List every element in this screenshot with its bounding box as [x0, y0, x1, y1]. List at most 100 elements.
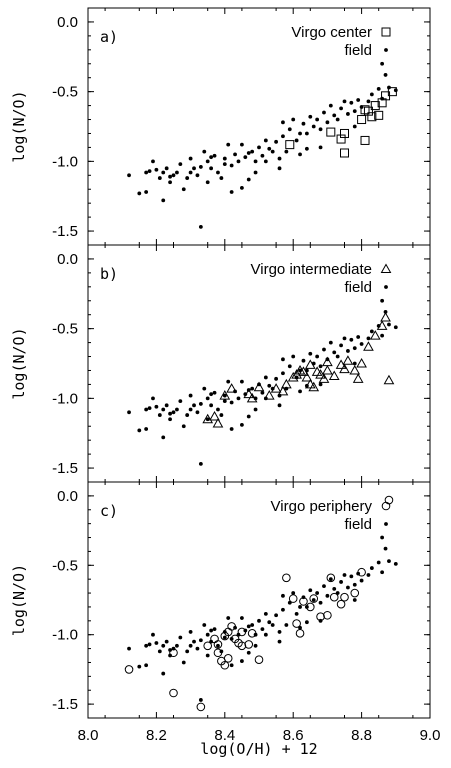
data-point-field [298, 131, 302, 136]
data-point-field [349, 100, 354, 105]
data-point-field [192, 166, 196, 171]
data-point-field [209, 628, 214, 633]
data-point-field [171, 173, 176, 178]
data-point-virgo [202, 413, 214, 424]
data-point-field [240, 142, 244, 147]
data-point-field [216, 170, 220, 175]
data-point-field [298, 605, 302, 609]
data-point-field [161, 407, 166, 412]
data-point-field [127, 410, 131, 415]
panel-label: b) [100, 265, 118, 283]
data-point-field [315, 591, 320, 595]
data-point-virgo [212, 417, 224, 428]
data-point-virgo [124, 665, 134, 674]
data-point-field [240, 659, 244, 663]
data-point-virgo [226, 383, 237, 393]
data-point-virgo [237, 627, 247, 637]
y-tick-label: -1.0 [52, 390, 78, 407]
data-point-field [188, 156, 193, 161]
legend-label: field [344, 279, 372, 296]
data-point-virgo [357, 115, 367, 125]
data-point-field [263, 159, 268, 164]
data-point-field [301, 358, 306, 363]
data-point-virgo [383, 374, 395, 385]
data-point-field [342, 99, 347, 104]
data-point-field [352, 109, 357, 114]
legend-label: field [344, 42, 372, 59]
data-point-field [222, 635, 227, 640]
data-point-virgo [350, 588, 360, 598]
data-point-field [157, 176, 162, 180]
data-point-field [246, 650, 251, 655]
data-point-field [291, 117, 296, 122]
data-point-field [181, 424, 186, 429]
data-point-field [356, 335, 361, 339]
data-point-field [332, 586, 337, 591]
data-point-field [226, 142, 231, 147]
data-point-field [181, 660, 186, 665]
data-point-field [209, 392, 214, 397]
data-point-field [387, 559, 391, 564]
y-tick-label: -1.5 [52, 696, 78, 713]
data-point-virgo [270, 383, 282, 393]
data-point-virgo [352, 373, 364, 383]
data-point-field [277, 166, 282, 171]
data-point-virgo [306, 602, 315, 612]
data-point-field [352, 124, 357, 129]
data-point-field [219, 176, 224, 180]
data-point-field [147, 406, 152, 411]
y-tick-label: -1.5 [52, 460, 78, 477]
data-point-field [205, 632, 210, 637]
data-point-virgo [292, 619, 301, 628]
panel-1: 0.0 -0.5 -1.0 -1.5 log(N/O) a) Virgo centerfie… [10, 7, 431, 246]
plot-frame [87, 244, 431, 483]
data-point-virgo [363, 341, 374, 351]
data-point-field [277, 403, 282, 408]
data-point-field [267, 146, 272, 151]
data-point-field [376, 86, 381, 91]
data-point-field [188, 643, 193, 648]
data-point-field [157, 413, 162, 417]
data-point-field [195, 173, 200, 178]
x-tick-label: 9.0 [420, 727, 441, 744]
legend-label: field [344, 516, 372, 533]
data-point-virgo [323, 610, 332, 620]
data-point-field [356, 98, 361, 102]
series-field [127, 61, 398, 229]
data-point-field [267, 620, 272, 625]
data-point-field [185, 649, 190, 654]
data-point-field [161, 170, 166, 175]
data-point-field [304, 620, 309, 625]
data-point-field [175, 643, 179, 648]
data-point-virgo [308, 381, 320, 392]
data-point-field [240, 379, 244, 384]
data-point-field [222, 156, 227, 161]
data-point-virgo [374, 110, 384, 120]
data-point-field [137, 191, 142, 196]
data-point-field [304, 131, 309, 136]
data-point-virgo [304, 359, 316, 369]
data-point-field [376, 560, 381, 565]
data-point-virgo [287, 371, 299, 382]
data-point-field [318, 145, 323, 150]
data-point-field [192, 639, 196, 644]
data-point-field [387, 322, 391, 327]
data-point-field [308, 114, 313, 119]
data-point-field [380, 298, 385, 303]
data-point-field [127, 646, 131, 651]
legend-marker [381, 27, 391, 37]
panel-3: 0.0 -0.5 -1.0 -1.58.0 8.2 8.4 8.6 8.8 9.0 log(N/O… [10, 481, 441, 758]
data-point-field [349, 337, 354, 342]
data-point-field [209, 403, 214, 408]
panel-label: c) [100, 502, 118, 520]
y-tick-label: 0.0 [57, 251, 78, 268]
data-point-virgo [243, 388, 255, 399]
data-point-field [298, 152, 302, 157]
data-point-field [380, 333, 385, 338]
data-point-field [147, 642, 152, 647]
data-point-field [192, 403, 196, 408]
data-point-field [287, 127, 292, 132]
data-point-field [168, 411, 172, 416]
data-point-field [188, 407, 193, 412]
data-point-virgo [322, 356, 333, 367]
